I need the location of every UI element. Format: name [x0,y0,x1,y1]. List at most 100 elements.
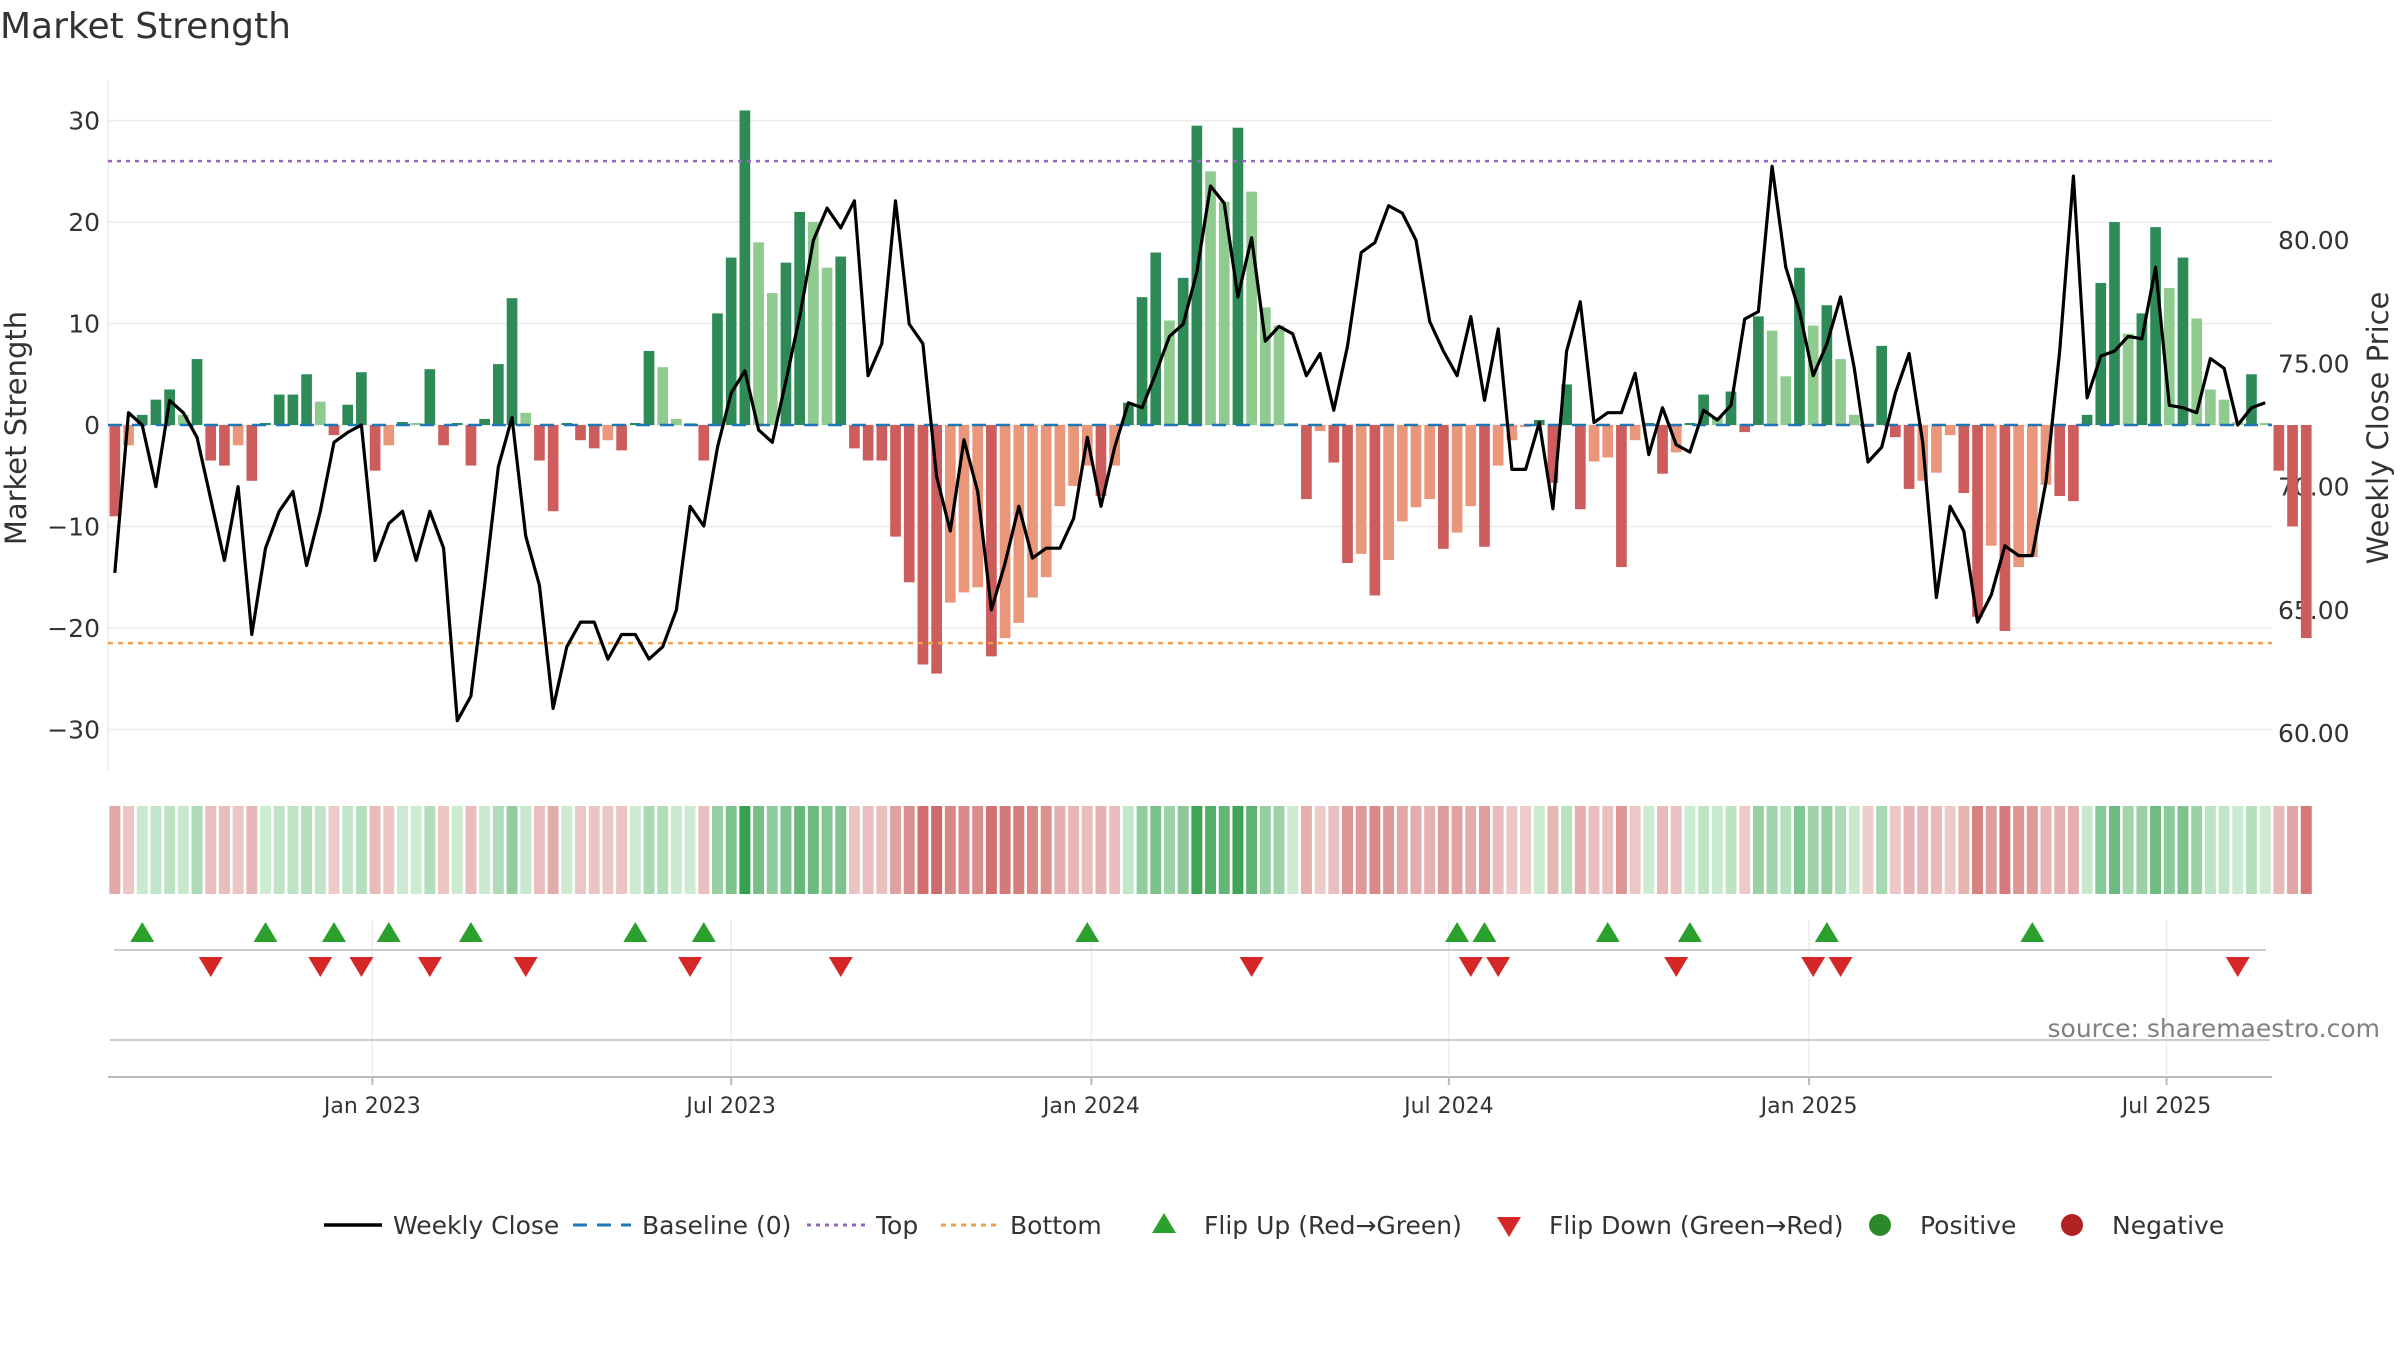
strip-cell [725,806,737,894]
strip-cell [1561,806,1573,894]
strip-cell [1780,806,1792,894]
strength-bar [1903,425,1915,489]
strip-cell [2122,806,2134,894]
strip-cell [602,806,614,894]
strip-cell [1122,806,1134,894]
strength-bar [1602,425,1614,458]
strength-bar [1027,425,1038,598]
strip-cell [123,806,135,894]
strip-cell [1903,806,1915,894]
strength-bar [1136,297,1148,425]
strength-bar [1273,325,1285,425]
strip-cell [1766,806,1778,894]
y-left-tick-label: −30 [47,715,100,744]
strength-bar [1369,425,1381,596]
strip-cell [1835,806,1847,894]
strength-bar [1506,425,1518,441]
strength-bar [986,425,997,657]
strip-cell [616,806,628,894]
strip-cell [958,806,970,894]
strength-bar [1972,425,1983,617]
strength-bar [972,425,984,588]
x-ticks: Jan 2023 Jul 2023 Jan 2024 Jul 2024 Jan 2025… [322,1077,2211,1119]
strength-bar [232,425,244,446]
strip-cell [1095,806,1107,894]
legend-label: Negative [2112,1211,2224,1240]
strip-cell [1451,806,1463,894]
strip-cell [931,806,943,894]
strength-bar [1999,425,2011,631]
strength-bar [616,425,627,451]
strength-bar [739,110,751,426]
strip-cell [1711,806,1723,894]
strength-bar [944,425,956,603]
flip-down-marker [828,957,853,977]
strip-cell [1684,806,1696,894]
strip-cell [944,806,956,894]
strength-bar [547,425,559,512]
flip-down-marker [2225,957,2250,977]
strip-cell [2163,806,2175,894]
strength-bar [205,425,217,461]
strip-cell [794,806,806,894]
strip-cell [2026,806,2038,894]
strip-cell [985,806,997,894]
strip-cell [575,806,586,894]
legend-item: Bottom [941,1211,1102,1240]
flip-down-marker [1664,957,1689,977]
legend-swatch [1869,1214,1891,1236]
strip-cell [670,806,682,894]
strip-cell [1657,806,1668,894]
x-tick-label: Jul 2024 [1402,1094,1494,1119]
strength-bar [1766,330,1778,425]
strength-bar [1438,425,1449,549]
strength-bar [123,425,134,446]
strip-cell [438,806,450,894]
strip-cell [1643,806,1655,894]
strength-bar [2177,257,2189,425]
strip-cell [246,806,258,894]
strip-cell [1355,806,1367,894]
strip-cell [1054,806,1066,894]
strength-bar [821,267,833,425]
flip-down-marker [198,957,223,977]
strip-cell [1602,806,1614,894]
flip-down-marker [1486,957,1511,977]
strength-bar [191,359,203,425]
y-right-axis-label: Weekly Close Price [2361,292,2395,565]
strip-cell [561,806,573,894]
strength-bar [876,425,888,461]
strip-cell [876,806,888,894]
flip-up-marker [691,922,716,942]
strip-cell [2259,806,2271,894]
legend-swatch [1152,1213,1176,1233]
strip-cell [2300,806,2312,894]
strength-bar [534,425,545,461]
strip-cell [1314,806,1326,894]
strength-bar [2026,425,2038,557]
strip-cell [1930,806,1942,894]
strength-bar [383,425,395,446]
strip-cell [424,806,436,894]
strength-bar [1479,425,1490,547]
strip-cell [273,806,285,894]
strength-bar [2246,374,2257,425]
strip-cell [533,806,545,894]
strip-cell [1328,806,1340,894]
strength-bar [1739,425,1751,433]
strip-cell [1698,806,1710,894]
strength-bar [1725,391,1737,425]
strength-bar [1410,425,1422,508]
strength-bar [1314,425,1326,432]
strip-cell [1177,806,1189,894]
legend-label: Baseline (0) [642,1211,791,1240]
strip-cell [506,806,518,894]
legend-label: Flip Down (Green→Red) [1549,1211,1844,1240]
strength-bar [2191,318,2203,425]
strength-bar [1890,425,1901,438]
strip-cell [328,806,340,894]
strength-bar [2218,399,2230,425]
strength-bar [397,421,408,425]
strength-bar [2054,425,2066,497]
strip-cell [1369,806,1381,894]
